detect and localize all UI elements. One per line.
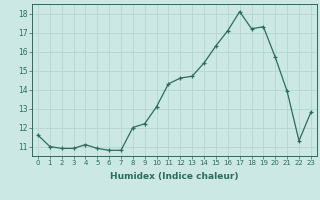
X-axis label: Humidex (Indice chaleur): Humidex (Indice chaleur)	[110, 172, 239, 181]
